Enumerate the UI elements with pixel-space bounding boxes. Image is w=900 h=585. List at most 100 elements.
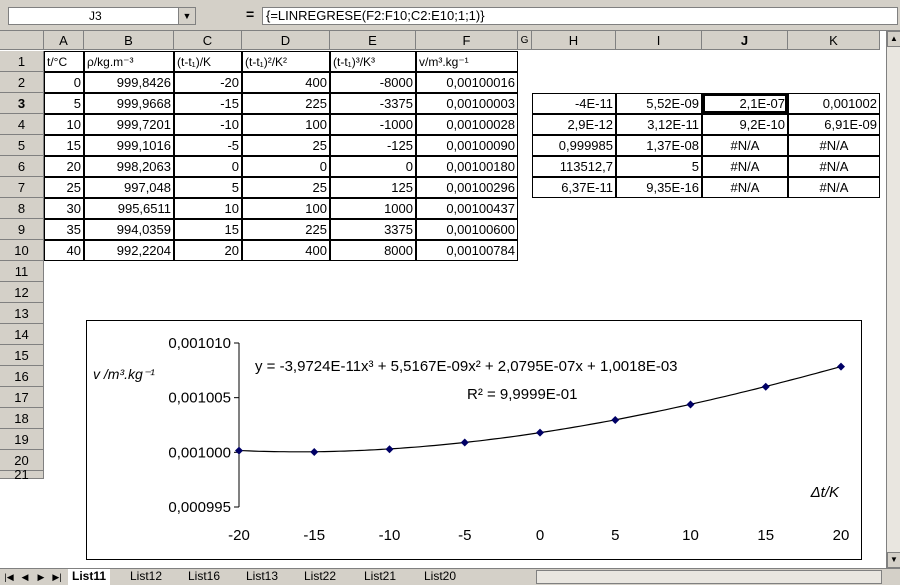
column-header-k[interactable]: K: [788, 31, 880, 50]
data-cell-b4[interactable]: 999,7201: [84, 114, 174, 135]
row-header-21[interactable]: 21: [0, 468, 44, 481]
regression-cell-h3[interactable]: -4E-11: [532, 93, 616, 114]
data-cell-b7[interactable]: 997,048: [84, 177, 174, 198]
data-cell-d4[interactable]: 100: [242, 114, 330, 135]
tab-list13[interactable]: List13: [246, 569, 279, 583]
data-cell-a2[interactable]: 0: [44, 72, 84, 93]
row-header-8[interactable]: 8: [0, 198, 44, 219]
data-cell-e8[interactable]: 1000: [330, 198, 416, 219]
chart-area[interactable]: 0,001010 0,001005 0,001000 0,000995 -20 -15 -1…: [86, 320, 862, 560]
regression-cell-i7[interactable]: 9,35E-16: [616, 177, 702, 198]
row-header-10[interactable]: 10: [0, 240, 44, 261]
data-cell-f10[interactable]: 0,00100784: [416, 240, 518, 261]
data-cell-a9[interactable]: 35: [44, 219, 84, 240]
data-cell-d10[interactable]: 400: [242, 240, 330, 261]
row-header-15[interactable]: 15: [0, 345, 44, 366]
prev-sheet-icon[interactable]: ◀: [21, 572, 29, 582]
data-cell-e7[interactable]: 125: [330, 177, 416, 198]
scroll-down-icon[interactable]: ▼: [887, 552, 900, 568]
data-cell-c10[interactable]: 20: [174, 240, 242, 261]
regression-cell-h4[interactable]: 2,9E-12: [532, 114, 616, 135]
row-header-19[interactable]: 19: [0, 429, 44, 450]
data-cell-b2[interactable]: 999,8426: [84, 72, 174, 93]
data-cell-e5[interactable]: -125: [330, 135, 416, 156]
header-cell-d[interactable]: (t-t₁)²/K²: [242, 51, 330, 72]
data-cell-f3[interactable]: 0,00100003: [416, 93, 518, 114]
data-cell-d3[interactable]: 225: [242, 93, 330, 114]
row-header-3[interactable]: 3: [0, 93, 44, 114]
row-header-14[interactable]: 14: [0, 324, 44, 345]
data-cell-c5[interactable]: -5: [174, 135, 242, 156]
tab-list11[interactable]: List11: [68, 569, 111, 585]
data-cell-a6[interactable]: 20: [44, 156, 84, 177]
data-cell-d2[interactable]: 400: [242, 72, 330, 93]
tab-list21[interactable]: List21: [364, 569, 397, 583]
regression-cell-h6[interactable]: 113512,7: [532, 156, 616, 177]
row-header-17[interactable]: 17: [0, 387, 44, 408]
data-cell-b10[interactable]: 992,2204: [84, 240, 174, 261]
row-header-20[interactable]: 20: [0, 450, 44, 471]
data-cell-f6[interactable]: 0,00100180: [416, 156, 518, 177]
last-sheet-icon[interactable]: ▶|: [52, 572, 62, 582]
column-header-c[interactable]: C: [174, 31, 242, 50]
row-header-9[interactable]: 9: [0, 219, 44, 240]
regression-cell-k3[interactable]: 0,001002: [788, 93, 880, 114]
data-cell-e4[interactable]: -1000: [330, 114, 416, 135]
regression-cell-j5[interactable]: #N/A: [702, 135, 788, 156]
data-cell-b6[interactable]: 998,2063: [84, 156, 174, 177]
column-header-i[interactable]: I: [616, 31, 702, 50]
equals-icon[interactable]: =: [246, 6, 255, 22]
regression-cell-h7[interactable]: 6,37E-11: [532, 177, 616, 198]
header-cell-a[interactable]: t/°C: [44, 51, 84, 72]
header-cell-b[interactable]: ρ/kg.m⁻³: [84, 51, 174, 72]
regression-cell-i5[interactable]: 1,37E-08: [616, 135, 702, 156]
regression-cell-j6[interactable]: #N/A: [702, 156, 788, 177]
row-header-18[interactable]: 18: [0, 408, 44, 429]
select-all-corner[interactable]: [0, 31, 44, 50]
row-header-1[interactable]: 1: [0, 51, 44, 72]
tab-list22[interactable]: List22: [304, 569, 337, 583]
data-cell-a7[interactable]: 25: [44, 177, 84, 198]
data-cell-b3[interactable]: 999,9668: [84, 93, 174, 114]
row-header-2[interactable]: 2: [0, 72, 44, 93]
column-header-g[interactable]: G: [518, 31, 532, 50]
regression-cell-k5[interactable]: #N/A: [788, 135, 880, 156]
data-cell-d8[interactable]: 100: [242, 198, 330, 219]
regression-cell-j4[interactable]: 9,2E-10: [702, 114, 788, 135]
row-header-4[interactable]: 4: [0, 114, 44, 135]
first-sheet-icon[interactable]: |◀: [4, 572, 14, 582]
row-header-6[interactable]: 6: [0, 156, 44, 177]
regression-cell-k4[interactable]: 6,91E-09: [788, 114, 880, 135]
data-cell-b9[interactable]: 994,0359: [84, 219, 174, 240]
data-cell-d6[interactable]: 0: [242, 156, 330, 177]
data-cell-f7[interactable]: 0,00100296: [416, 177, 518, 198]
column-header-a[interactable]: A: [44, 31, 84, 50]
data-cell-c8[interactable]: 10: [174, 198, 242, 219]
regression-cell-i6[interactable]: 5: [616, 156, 702, 177]
data-cell-c2[interactable]: -20: [174, 72, 242, 93]
column-header-d[interactable]: D: [242, 31, 330, 50]
regression-cell-h5[interactable]: 0,999985: [532, 135, 616, 156]
column-header-j[interactable]: J: [702, 31, 788, 50]
row-header-12[interactable]: 12: [0, 282, 44, 303]
data-cell-a5[interactable]: 15: [44, 135, 84, 156]
row-header-13[interactable]: 13: [0, 303, 44, 324]
column-header-h[interactable]: H: [532, 31, 616, 50]
header-cell-c[interactable]: (t-t₁)/K: [174, 51, 242, 72]
data-cell-e2[interactable]: -8000: [330, 72, 416, 93]
tab-list20[interactable]: List20: [424, 569, 457, 583]
regression-cell-j7[interactable]: #N/A: [702, 177, 788, 198]
header-cell-e[interactable]: (t-t₁)³/K³: [330, 51, 416, 72]
data-cell-b5[interactable]: 999,1016: [84, 135, 174, 156]
data-cell-e9[interactable]: 3375: [330, 219, 416, 240]
row-header-16[interactable]: 16: [0, 366, 44, 387]
name-box[interactable]: J3 ▼: [8, 7, 196, 25]
regression-cell-k6[interactable]: #N/A: [788, 156, 880, 177]
column-header-b[interactable]: B: [84, 31, 174, 50]
data-cell-c6[interactable]: 0: [174, 156, 242, 177]
regression-cell-k7[interactable]: #N/A: [788, 177, 880, 198]
column-header-f[interactable]: F: [416, 31, 518, 50]
data-cell-f5[interactable]: 0,00100090: [416, 135, 518, 156]
header-cell-f[interactable]: v/m³.kg⁻¹: [416, 51, 518, 72]
data-cell-b8[interactable]: 995,6511: [84, 198, 174, 219]
